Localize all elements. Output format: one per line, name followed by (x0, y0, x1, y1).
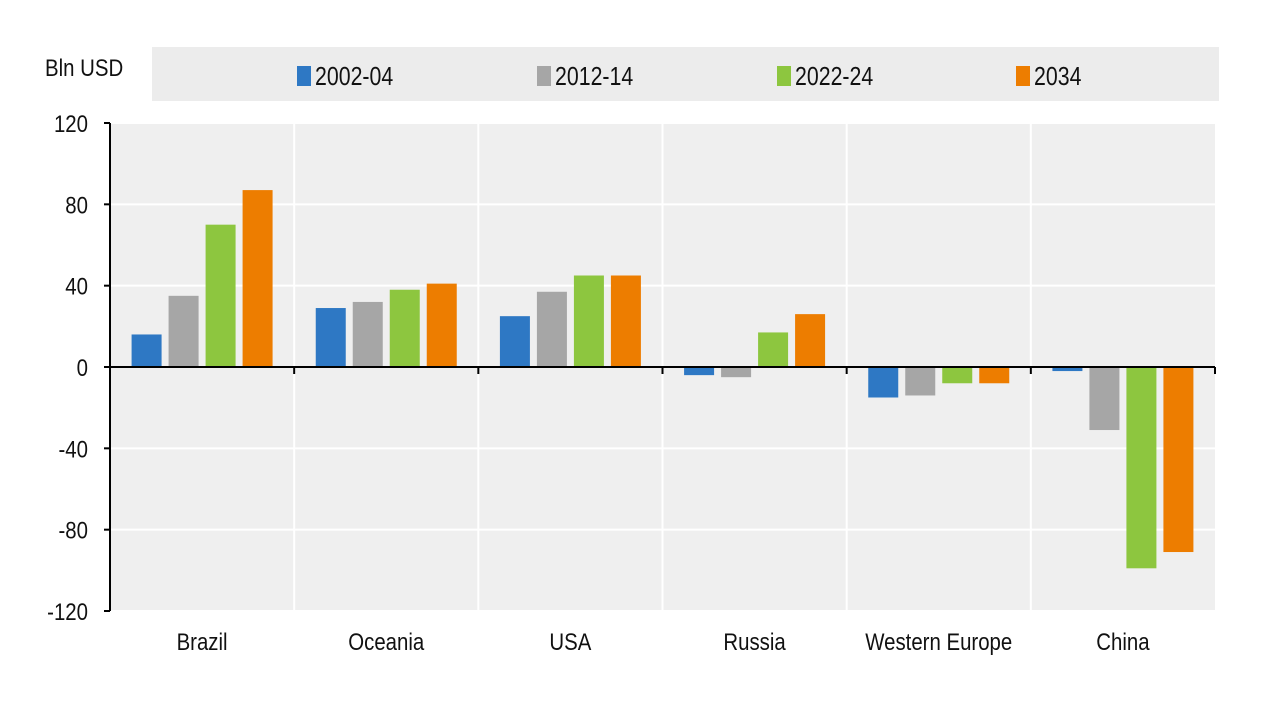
bar-western-europe-2034 (979, 367, 1010, 384)
legend-label-2: 2012-14 (555, 60, 634, 91)
x-tick-label: Oceania (348, 628, 425, 655)
y-tick-label: 80 (65, 192, 88, 219)
bar-usa-2012-14 (536, 291, 567, 367)
legend-swatch-3 (777, 66, 791, 86)
bar-oceania-2012-14 (352, 301, 383, 367)
y-axis-unit-label: Bln USD (45, 55, 124, 82)
bar-russia-2002-04 (684, 367, 715, 376)
x-tick-label: Western Europe (865, 628, 1012, 655)
y-tick-label: 0 (77, 354, 88, 381)
legend-item-3: 2022-24 (777, 60, 890, 91)
bar-china-2034 (1163, 367, 1194, 553)
legend-swatch-4 (1016, 66, 1030, 86)
bar-brazil-2002-04 (131, 334, 162, 367)
x-tick-label: Russia (723, 628, 786, 655)
bar-oceania-2002-04 (315, 308, 346, 367)
legend-item-1: 2002-04 (297, 60, 410, 91)
y-tick-label: -40 (59, 436, 88, 463)
legend-item-2: 2012-14 (537, 60, 650, 91)
legend-swatch-2 (537, 66, 551, 86)
legend-label-4: 2034 (1034, 60, 1082, 91)
bar-china-2022-24 (1126, 367, 1157, 569)
y-tick-label: 40 (65, 273, 88, 300)
bar-western-europe-2012-14 (905, 367, 936, 396)
legend-item-4: 2034 (1016, 60, 1092, 91)
bar-usa-2034 (610, 275, 641, 367)
bar-brazil-2034 (242, 190, 273, 367)
x-tick-label: China (1096, 628, 1150, 655)
y-tick-label: -80 (59, 517, 88, 544)
bar-brazil-2012-14 (168, 295, 199, 367)
y-tick-label: -120 (47, 598, 88, 625)
bar-russia-2012-14 (721, 367, 752, 378)
bar-usa-2022-24 (573, 275, 604, 367)
bar-western-europe-2002-04 (868, 367, 899, 398)
bar-western-europe-2022-24 (942, 367, 973, 384)
legend-swatch-1 (297, 66, 311, 86)
legend-label-1: 2002-04 (315, 60, 394, 91)
legend: 2002-04 2012-14 2022-24 2034 (152, 47, 1219, 101)
bar-russia-2022-24 (758, 332, 789, 367)
bar-china-2012-14 (1089, 367, 1120, 431)
bar-brazil-2022-24 (205, 224, 236, 367)
bar-oceania-2022-24 (389, 289, 420, 367)
legend-label-3: 2022-24 (795, 60, 874, 91)
bar-usa-2002-04 (499, 316, 530, 367)
x-tick-label: Brazil (177, 628, 228, 655)
bar-oceania-2034 (426, 283, 457, 367)
y-tick-label: 120 (54, 110, 88, 137)
x-tick-label: USA (549, 628, 591, 655)
bar-russia-2034 (795, 314, 826, 367)
bar-china-2002-04 (1052, 367, 1083, 372)
